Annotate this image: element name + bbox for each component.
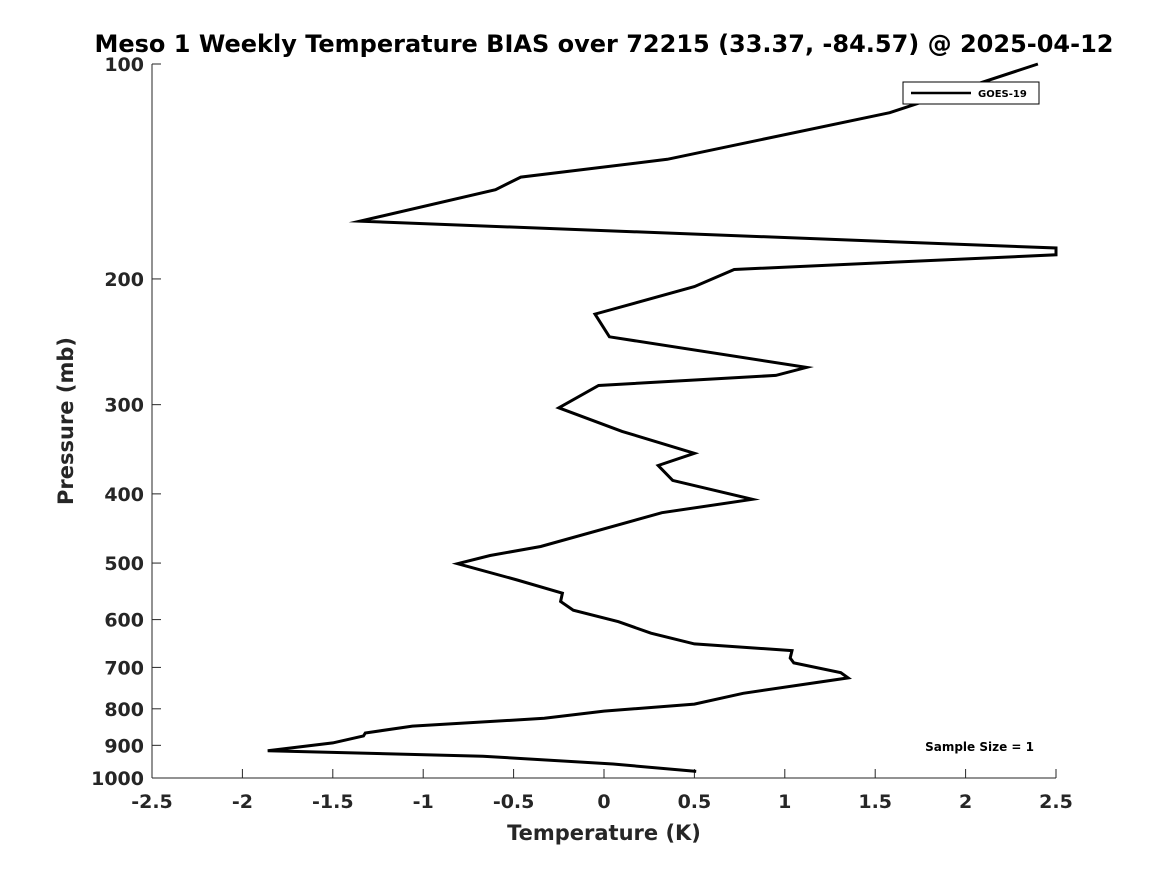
y-tick-label: 600 — [104, 610, 144, 632]
legend: GOES-19 — [902, 81, 1040, 105]
y-tick-label: 500 — [104, 553, 144, 575]
y-axis-label: Pressure (mb) — [54, 337, 78, 505]
x-tick-label: -2.5 — [131, 791, 173, 813]
plot-area: -2.5 -2 -1.5 -1 -0.5 0 0.5 1 1.5 2 2.5 100 200 300 40… — [91, 54, 1073, 813]
x-axis-ticks: -2.5 -2 -1.5 -1 -0.5 0 0.5 1 1.5 2 2.5 — [131, 769, 1073, 813]
x-tick-label: 1.5 — [858, 791, 892, 813]
y-tick-label: 700 — [104, 657, 144, 679]
x-tick-label: -1 — [413, 791, 434, 813]
series-line-goes-19 — [267, 62, 1058, 773]
y-tick-label: 900 — [104, 735, 144, 757]
y-tick-label: 800 — [104, 699, 144, 721]
chart-title: Meso 1 Weekly Temperature BIAS over 7221… — [94, 30, 1113, 58]
y-tick-label: 200 — [104, 269, 144, 291]
x-tick-label: 2.5 — [1039, 791, 1073, 813]
y-tick-label: 300 — [104, 395, 144, 417]
x-tick-label: 0 — [597, 791, 610, 813]
y-tick-label: 1000 — [91, 768, 144, 790]
sample-size-annotation: Sample Size = 1 — [925, 740, 1034, 754]
y-tick-label: 400 — [104, 484, 144, 506]
legend-label-goes-19: GOES-19 — [978, 89, 1027, 100]
x-tick-label: -0.5 — [493, 791, 535, 813]
x-axis-label: Temperature (K) — [507, 821, 701, 845]
y-tick-label: 100 — [104, 54, 144, 76]
x-tick-label: 1 — [778, 791, 791, 813]
x-tick-label: 2 — [959, 791, 972, 813]
y-axis-ticks: 100 200 300 400 500 600 700 800 900 1000 — [91, 54, 161, 790]
x-tick-label: -2 — [232, 791, 253, 813]
series-layer — [267, 62, 1058, 773]
x-tick-label: -1.5 — [312, 791, 354, 813]
x-tick-label: 0.5 — [678, 791, 712, 813]
